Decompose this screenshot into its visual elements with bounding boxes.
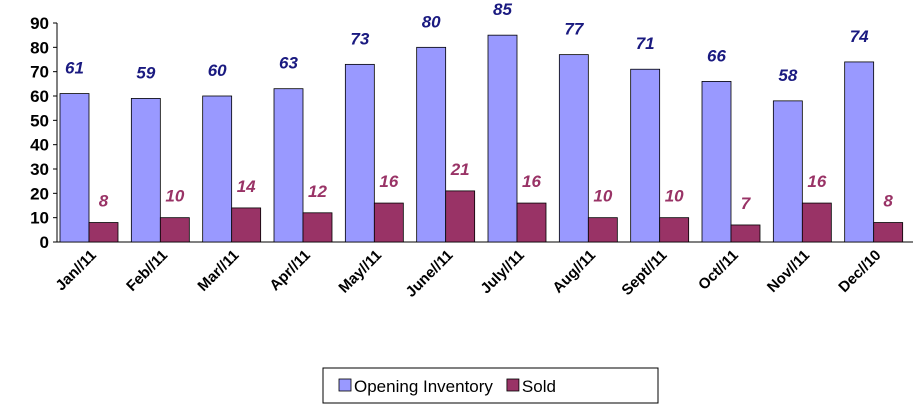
legend-label: Sold bbox=[522, 377, 556, 396]
data-label: 8 bbox=[883, 192, 893, 211]
x-tick-label: Apr//11 bbox=[266, 247, 313, 294]
data-label: 66 bbox=[707, 46, 726, 65]
bar bbox=[873, 222, 904, 243]
legend-box bbox=[322, 367, 659, 404]
bar bbox=[516, 202, 547, 243]
data-label: 10 bbox=[165, 187, 184, 206]
bar bbox=[772, 100, 803, 243]
x-tick-label: Oct//11 bbox=[695, 247, 742, 294]
y-tick-label: 70 bbox=[30, 63, 49, 82]
data-label: 16 bbox=[379, 172, 398, 191]
y-tick-label: 80 bbox=[30, 38, 49, 57]
data-label: 8 bbox=[99, 192, 109, 211]
bar bbox=[487, 34, 518, 243]
data-label: 60 bbox=[208, 61, 227, 80]
data-label: 73 bbox=[350, 29, 369, 48]
bar bbox=[344, 63, 375, 243]
x-tick-label: Sept//11 bbox=[618, 247, 670, 299]
bar bbox=[231, 207, 262, 243]
data-label: 12 bbox=[308, 182, 327, 201]
data-label: 58 bbox=[778, 66, 797, 85]
data-label: 10 bbox=[593, 187, 612, 206]
data-label: 74 bbox=[850, 27, 869, 46]
x-tick-label: Dec//10 bbox=[835, 247, 884, 296]
x-tick-label: Nov//11 bbox=[764, 247, 813, 296]
y-tick-label: 60 bbox=[30, 87, 49, 106]
y-tick-label: 40 bbox=[30, 136, 49, 155]
legend-swatch bbox=[506, 378, 520, 392]
bar bbox=[159, 217, 190, 243]
y-tick-label: 30 bbox=[30, 160, 49, 179]
bar bbox=[273, 88, 304, 243]
data-label: 80 bbox=[422, 12, 441, 31]
bar bbox=[587, 217, 618, 243]
bar bbox=[59, 93, 90, 243]
data-label: 77 bbox=[564, 20, 584, 39]
data-label: 85 bbox=[493, 0, 512, 19]
data-label: 16 bbox=[522, 172, 541, 191]
x-tick-label: Jan//11 bbox=[52, 247, 99, 294]
legend-swatch bbox=[338, 378, 352, 392]
x-tick-label: Aug//11 bbox=[549, 247, 599, 297]
x-tick-label: Mar//11 bbox=[195, 247, 243, 295]
bar bbox=[445, 190, 476, 243]
data-label: 59 bbox=[136, 63, 155, 82]
bar bbox=[801, 202, 832, 243]
bar bbox=[659, 217, 690, 243]
y-tick-label: 90 bbox=[30, 14, 49, 33]
data-label: 16 bbox=[807, 172, 826, 191]
bar bbox=[701, 81, 732, 243]
y-tick-label: 50 bbox=[30, 111, 49, 130]
bar bbox=[130, 98, 161, 243]
y-tick-label: 20 bbox=[30, 184, 49, 203]
data-label: 61 bbox=[65, 59, 84, 78]
bar bbox=[730, 224, 761, 243]
x-tick-label: June//11 bbox=[403, 247, 457, 301]
x-tick-label: May//11 bbox=[335, 247, 385, 297]
bar bbox=[373, 202, 404, 243]
data-label: 63 bbox=[279, 54, 298, 73]
x-tick-label: Feb//11 bbox=[123, 247, 171, 295]
data-label: 21 bbox=[450, 160, 470, 179]
bar bbox=[844, 61, 875, 243]
bar bbox=[630, 68, 661, 243]
bar bbox=[302, 212, 333, 243]
y-tick-label: 0 bbox=[40, 233, 49, 252]
x-tick-label: July//11 bbox=[477, 247, 527, 297]
data-label: 7 bbox=[741, 194, 752, 213]
data-label: 10 bbox=[665, 187, 684, 206]
y-tick-label: 10 bbox=[30, 209, 49, 228]
bar bbox=[558, 54, 589, 243]
bar bbox=[88, 222, 119, 243]
bar bbox=[202, 95, 233, 243]
data-label: 71 bbox=[636, 34, 655, 53]
data-label: 14 bbox=[237, 177, 256, 196]
legend-label: Opening Inventory bbox=[354, 377, 493, 396]
bar bbox=[416, 46, 447, 243]
